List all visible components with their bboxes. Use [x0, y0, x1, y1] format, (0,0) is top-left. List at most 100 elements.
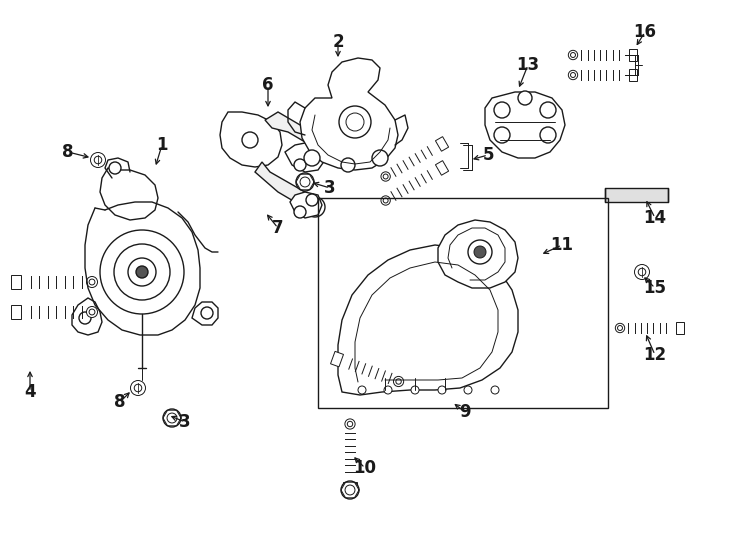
- Circle shape: [89, 309, 95, 315]
- Text: 1: 1: [156, 136, 168, 154]
- Polygon shape: [438, 220, 518, 288]
- Circle shape: [494, 102, 510, 118]
- Circle shape: [131, 381, 145, 395]
- Polygon shape: [255, 162, 318, 212]
- Circle shape: [570, 72, 575, 77]
- Circle shape: [639, 268, 646, 276]
- Circle shape: [79, 312, 91, 324]
- Polygon shape: [72, 298, 102, 335]
- Circle shape: [304, 150, 320, 166]
- Circle shape: [242, 132, 258, 148]
- Text: 9: 9: [459, 403, 470, 421]
- Circle shape: [491, 386, 499, 394]
- Polygon shape: [629, 49, 637, 61]
- Circle shape: [134, 384, 142, 391]
- Circle shape: [411, 386, 419, 394]
- Circle shape: [345, 485, 355, 495]
- Circle shape: [634, 265, 650, 280]
- Polygon shape: [11, 275, 21, 289]
- Polygon shape: [605, 188, 668, 202]
- Polygon shape: [300, 58, 398, 170]
- Circle shape: [570, 52, 575, 57]
- Polygon shape: [338, 245, 518, 395]
- Circle shape: [341, 481, 359, 499]
- Circle shape: [309, 146, 321, 158]
- Circle shape: [345, 419, 355, 429]
- Text: 3: 3: [324, 179, 336, 197]
- Circle shape: [347, 421, 353, 427]
- Polygon shape: [11, 305, 21, 319]
- Polygon shape: [192, 302, 218, 325]
- Circle shape: [381, 196, 390, 205]
- Polygon shape: [435, 160, 448, 176]
- Polygon shape: [220, 112, 282, 167]
- Circle shape: [341, 158, 355, 172]
- Circle shape: [163, 409, 181, 427]
- Text: 11: 11: [550, 236, 573, 254]
- Circle shape: [114, 244, 170, 300]
- Circle shape: [568, 70, 578, 80]
- Polygon shape: [265, 112, 328, 152]
- Circle shape: [494, 127, 510, 143]
- Circle shape: [300, 177, 310, 187]
- Polygon shape: [485, 92, 565, 158]
- Circle shape: [94, 156, 102, 164]
- Bar: [318, 198, 608, 408]
- Circle shape: [615, 323, 625, 333]
- Circle shape: [396, 379, 401, 384]
- Circle shape: [100, 230, 184, 314]
- Circle shape: [358, 386, 366, 394]
- Circle shape: [296, 173, 314, 191]
- Text: 15: 15: [644, 279, 666, 297]
- Circle shape: [339, 106, 371, 138]
- Text: 14: 14: [644, 209, 666, 227]
- Circle shape: [383, 174, 388, 179]
- Circle shape: [294, 159, 306, 171]
- Circle shape: [305, 197, 325, 217]
- Circle shape: [201, 307, 213, 319]
- Polygon shape: [285, 142, 325, 172]
- Circle shape: [109, 162, 121, 174]
- Circle shape: [294, 206, 306, 218]
- Circle shape: [540, 127, 556, 143]
- Text: 13: 13: [517, 56, 539, 74]
- Text: 2: 2: [333, 33, 344, 51]
- Circle shape: [89, 279, 95, 285]
- Text: 4: 4: [24, 383, 36, 401]
- Circle shape: [468, 240, 492, 264]
- Polygon shape: [330, 352, 344, 367]
- Polygon shape: [435, 137, 448, 151]
- Text: 12: 12: [644, 346, 666, 364]
- Circle shape: [540, 102, 556, 118]
- Text: 8: 8: [62, 143, 73, 161]
- Text: 8: 8: [115, 393, 126, 411]
- Circle shape: [617, 326, 622, 330]
- Circle shape: [167, 413, 177, 423]
- Circle shape: [87, 307, 98, 318]
- Text: 16: 16: [633, 23, 656, 41]
- Circle shape: [393, 376, 404, 387]
- Circle shape: [464, 386, 472, 394]
- Circle shape: [438, 386, 446, 394]
- Text: 6: 6: [262, 76, 274, 94]
- Text: 7: 7: [272, 219, 284, 237]
- Circle shape: [128, 258, 156, 286]
- Circle shape: [383, 198, 388, 203]
- Polygon shape: [676, 322, 684, 334]
- Circle shape: [315, 137, 335, 157]
- Polygon shape: [629, 69, 637, 81]
- Circle shape: [474, 246, 486, 258]
- Circle shape: [306, 194, 318, 206]
- Circle shape: [136, 266, 148, 278]
- Circle shape: [568, 50, 578, 60]
- Circle shape: [518, 91, 532, 105]
- Circle shape: [87, 276, 98, 287]
- Polygon shape: [290, 192, 322, 218]
- Circle shape: [372, 150, 388, 166]
- Circle shape: [90, 152, 106, 167]
- Text: 3: 3: [179, 413, 191, 431]
- Circle shape: [381, 172, 390, 181]
- Polygon shape: [100, 168, 158, 220]
- Text: 5: 5: [482, 146, 494, 164]
- Text: 10: 10: [354, 459, 377, 477]
